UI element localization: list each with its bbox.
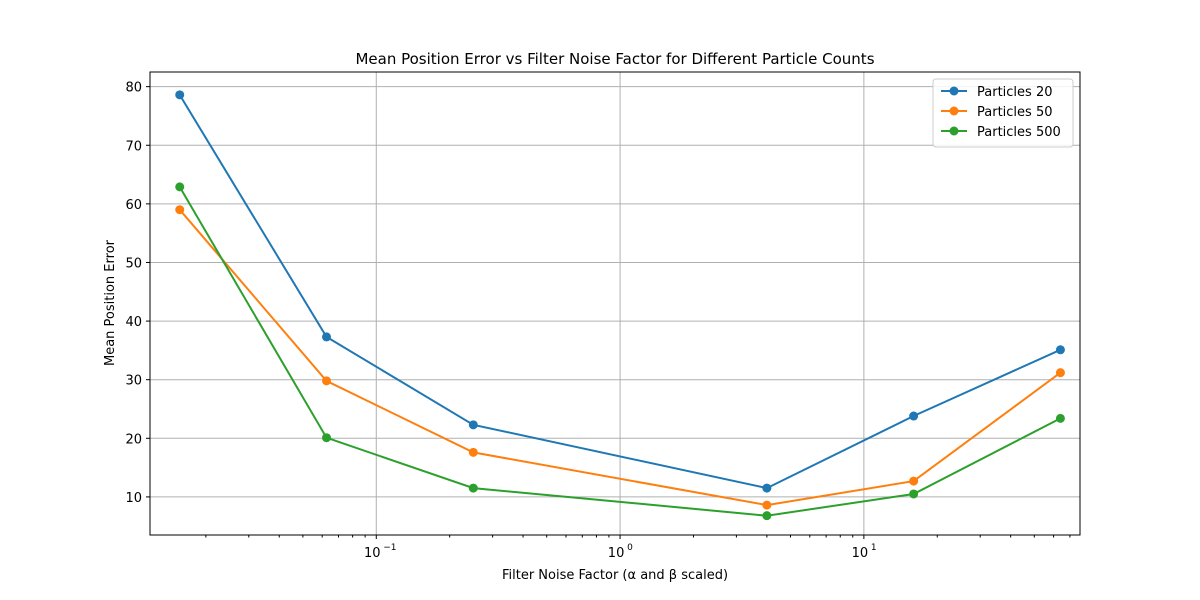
data-point (322, 332, 332, 342)
data-point (175, 90, 185, 100)
x-tick-label-base: 10 (608, 546, 625, 561)
data-point (1055, 413, 1065, 423)
legend-marker (949, 86, 959, 96)
data-point (468, 447, 478, 457)
x-tick-label: 10 1 (852, 543, 877, 561)
x-axis-label: Filter Noise Factor (α and β scaled) (502, 568, 728, 583)
data-point (322, 433, 332, 443)
data-point (909, 411, 919, 421)
y-tick-label: 10 (125, 491, 142, 506)
data-point (175, 182, 185, 192)
legend: Particles 20 Particles 50 Particles 500 (932, 78, 1074, 148)
data-point (762, 511, 772, 521)
y-tick-label: 20 (125, 432, 142, 447)
axes-frame (149, 71, 1081, 536)
y-tick-label: 60 (125, 198, 142, 213)
data-point (322, 376, 332, 386)
data-point (1055, 345, 1065, 355)
x-tick-label-base: 10 (364, 546, 381, 561)
data-point (909, 476, 919, 486)
series-line-3 (178, 186, 1061, 517)
data-point (762, 500, 772, 510)
data-point (909, 489, 919, 499)
x-tick-label-base: 10 (852, 546, 869, 561)
grid (150, 72, 1080, 535)
x-tick-label-exponent: 0 (627, 543, 633, 553)
data-point (468, 483, 478, 493)
legend-entry-label: Particles 500 (977, 125, 1061, 140)
series-line-2 (178, 209, 1061, 507)
y-tick-label: 70 (125, 139, 142, 154)
data-point (175, 205, 185, 215)
chart-title: Mean Position Error vs Filter Noise Fact… (355, 50, 874, 68)
y-tick-label: 50 (125, 256, 142, 271)
x-tick-label-exponent: −1 (383, 543, 396, 553)
data-point (762, 483, 772, 493)
x-tick-label: 10 −1 (364, 543, 397, 561)
data-point (468, 420, 478, 430)
legend-box (932, 78, 1074, 148)
series-line-1 (178, 94, 1061, 490)
legend-marker (949, 126, 959, 136)
data-point (1055, 368, 1065, 378)
legend-entry-label: Particles 20 (977, 85, 1052, 100)
y-tick-label: 30 (125, 374, 142, 389)
y-axis-label: Mean Position Error (103, 239, 118, 366)
series-layer (175, 90, 1065, 521)
x-tick-label: 10 0 (608, 543, 633, 561)
y-tick-label: 80 (125, 81, 142, 96)
legend-entry-label: Particles 50 (977, 105, 1052, 120)
x-tick-label-exponent: 1 (871, 543, 877, 553)
legend-marker (949, 106, 959, 116)
y-tick-label: 40 (125, 315, 142, 330)
